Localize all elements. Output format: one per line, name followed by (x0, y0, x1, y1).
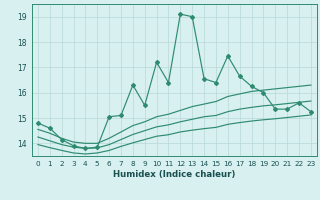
X-axis label: Humidex (Indice chaleur): Humidex (Indice chaleur) (113, 170, 236, 179)
